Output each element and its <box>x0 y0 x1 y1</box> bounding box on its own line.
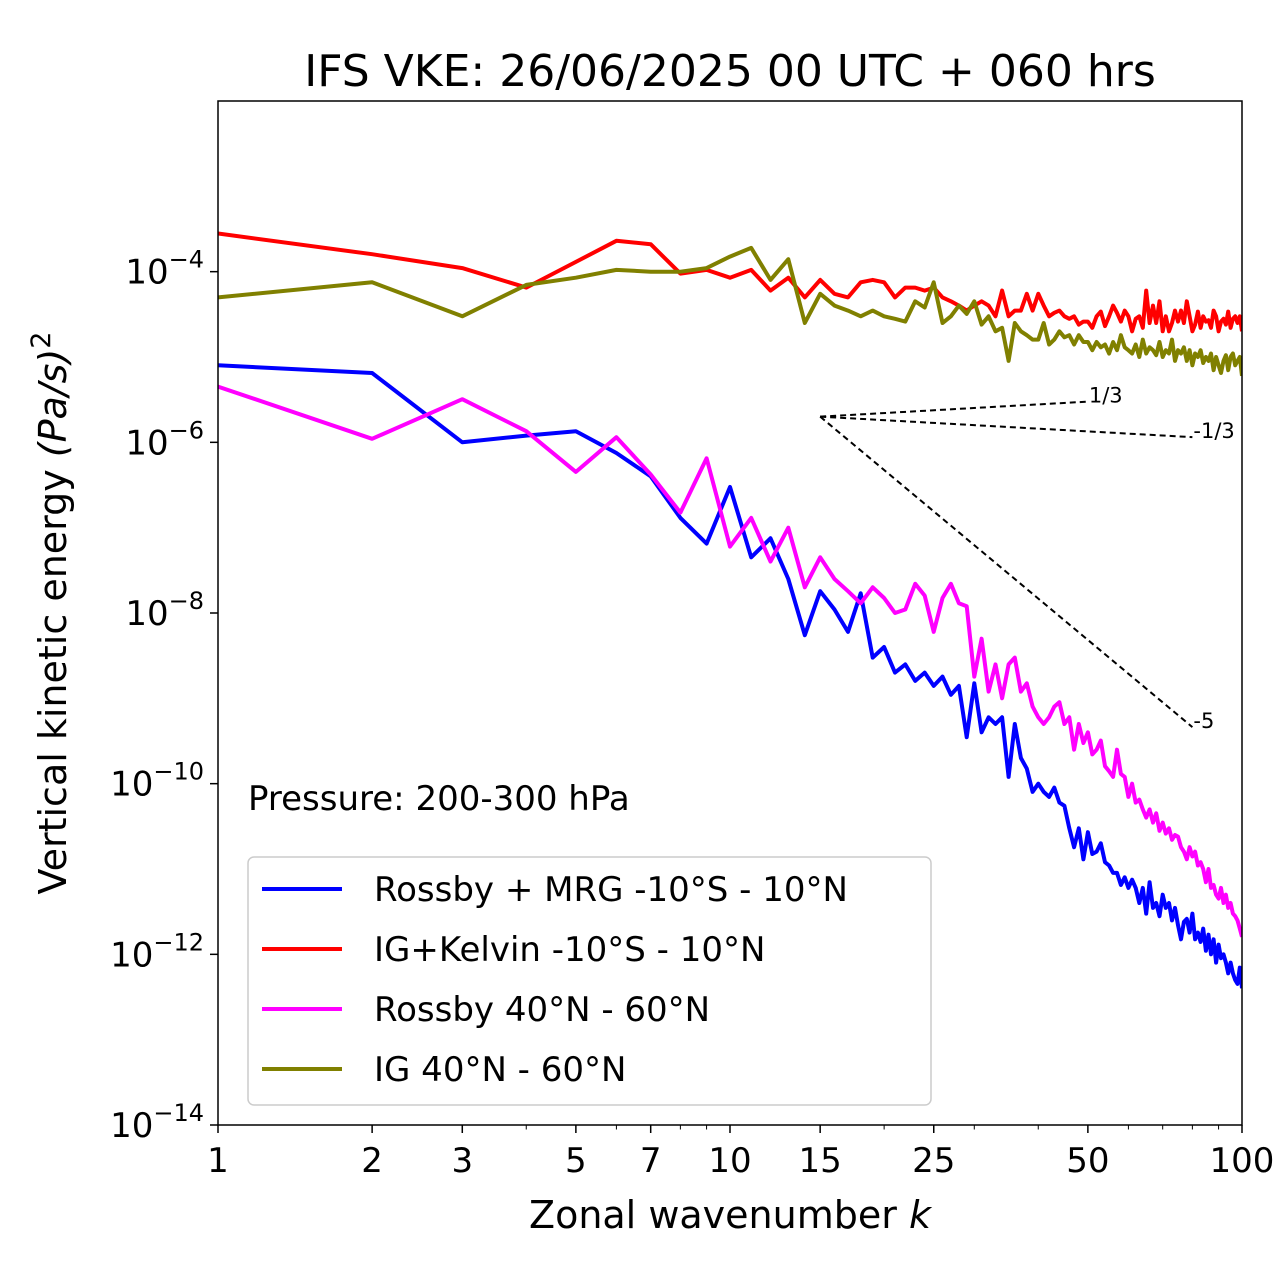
y-tick-label: 10−4 <box>125 246 204 293</box>
y-tick-exponent: −6 <box>169 416 204 444</box>
series-line-rossby-mrg-10-s-10-n <box>218 363 1242 989</box>
reference-slope-line <box>820 400 1088 418</box>
y-tick-label: 10−6 <box>125 416 204 463</box>
legend-label: IG+Kelvin -10°S - 10°N <box>374 930 765 970</box>
reference-slope-label: -1/3 <box>1193 419 1234 443</box>
y-axis-label-text: Vertical kinetic energy <box>31 469 75 894</box>
legend-label: Rossby 40°N - 60°N <box>374 990 710 1030</box>
reference-slope-label: -5 <box>1193 709 1214 733</box>
x-axis-label-variable: k <box>909 1193 933 1237</box>
pressure-annotation: Pressure: 200-300 hPa <box>248 779 630 819</box>
y-tick-base: 10 <box>125 253 168 293</box>
x-axis-label: Zonal wavenumber k <box>529 1193 933 1237</box>
x-tick-label: 50 <box>1066 1141 1109 1181</box>
series-line-ig-kelvin-10-s-10-n <box>218 231 1242 334</box>
y-tick-label: 10−10 <box>110 758 204 805</box>
reference-slope-line <box>820 415 1193 439</box>
y-axis-label-unit-exponent: 2 <box>26 332 57 349</box>
x-tick-label: 3 <box>451 1141 473 1181</box>
chart-title: IFS VKE: 26/06/2025 00 UTC + 060 hrs <box>304 46 1156 97</box>
y-tick-label: 10−12 <box>110 928 204 975</box>
series-line-ig-40-n-60-n <box>218 245 1242 377</box>
x-tick-label: 25 <box>912 1141 955 1181</box>
x-tick-label: 1 <box>207 1141 229 1181</box>
reference-slope-label: 1/3 <box>1089 384 1123 408</box>
x-axis-label-space <box>897 1193 909 1237</box>
reference-slopes: 1/3 -1/3 -5 <box>819 384 1235 733</box>
x-tick-label: 10 <box>708 1141 751 1181</box>
y-axis-label-unit: (Pa/s) <box>31 349 75 457</box>
legend-label: Rossby + MRG -10°S - 10°N <box>374 870 848 910</box>
y-tick-exponent: −4 <box>169 246 204 274</box>
reference-slope-line <box>819 415 1194 728</box>
x-tick-label: 7 <box>640 1141 662 1181</box>
x-axis: 1 2 3 5 7 10 15 25 50 100 <box>207 1125 1274 1181</box>
y-tick-base: 10 <box>110 1106 153 1146</box>
y-tick-exponent: −14 <box>153 1099 204 1127</box>
y-tick-label: 10−14 <box>110 1099 204 1146</box>
x-axis-label-text: Zonal wavenumber <box>529 1193 897 1237</box>
y-tick-base: 10 <box>125 423 168 463</box>
y-axis-label-space <box>31 457 75 469</box>
y-tick-base: 10 <box>110 765 153 805</box>
legend-box <box>247 856 932 1106</box>
y-tick-base: 10 <box>110 935 153 975</box>
legend: Rossby + MRG -10°S - 10°N IG+Kelvin -10°S… <box>247 856 932 1106</box>
x-tick-label: 15 <box>799 1141 842 1181</box>
x-tick-label: 2 <box>361 1141 383 1181</box>
series-layer <box>218 231 1242 989</box>
y-tick-exponent: −10 <box>153 758 204 786</box>
series-line-rossby-40-n-60-n <box>218 384 1242 938</box>
legend-label: IG 40°N - 60°N <box>374 1050 626 1090</box>
x-tick-label: 5 <box>565 1141 587 1181</box>
y-tick-base: 10 <box>125 594 168 634</box>
y-tick-exponent: −12 <box>153 928 204 956</box>
y-axis-label: Vertical kinetic energy (Pa/s)2 <box>26 332 75 895</box>
y-tick-label: 10−8 <box>125 587 204 634</box>
y-tick-exponent: −8 <box>169 587 204 615</box>
x-tick-label: 100 <box>1210 1141 1275 1181</box>
